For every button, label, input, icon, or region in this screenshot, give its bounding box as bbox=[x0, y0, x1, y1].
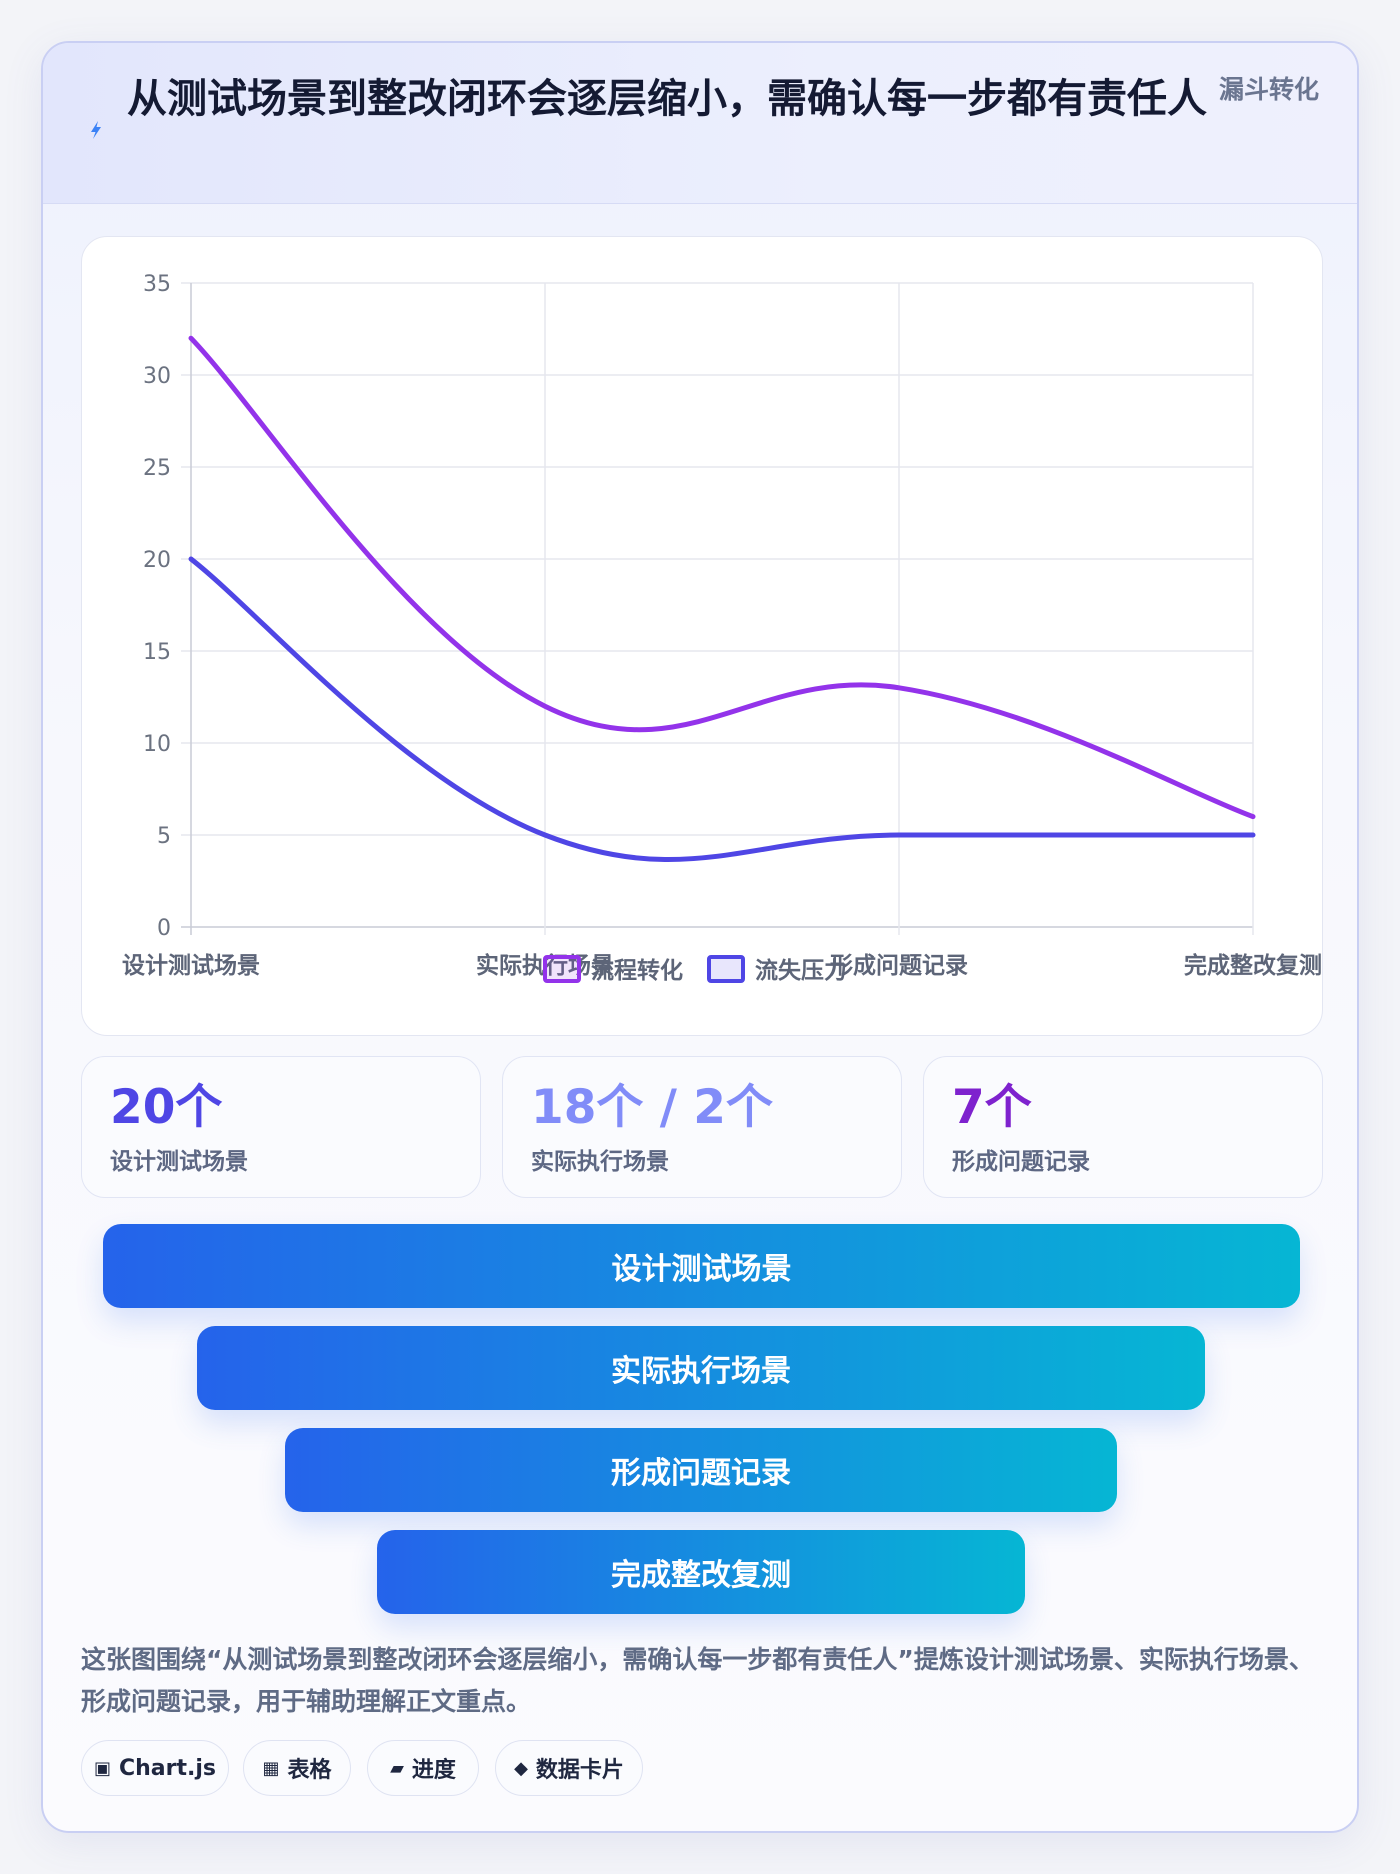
funnel-stage: 实际执行场景 bbox=[197, 1326, 1205, 1410]
funnel-stage: 形成问题记录 bbox=[285, 1428, 1117, 1512]
legend-label: 流失压力 bbox=[755, 957, 847, 984]
chip-data-card[interactable]: ◆ 数据卡片 bbox=[495, 1740, 643, 1796]
chip-table[interactable]: ▦ 表格 bbox=[243, 1740, 351, 1796]
x-tick-label: 完成整改复测 bbox=[1184, 952, 1322, 979]
chart-type-tag: 漏斗转化 bbox=[1219, 75, 1320, 104]
chart-icon: ▣ bbox=[93, 1757, 111, 1779]
progress-icon: ▰ bbox=[390, 1757, 404, 1779]
y-tick-label: 5 bbox=[157, 824, 171, 849]
chip-chartjs[interactable]: ▣ Chart.js bbox=[81, 1740, 229, 1796]
y-tick-label: 30 bbox=[143, 364, 171, 389]
line-chart: 05101520253035设计测试场景实际执行场景形成问题记录完成整改复测流程… bbox=[122, 272, 1322, 984]
y-tick-label: 25 bbox=[143, 456, 171, 481]
legend-swatch bbox=[707, 955, 745, 983]
chip-label: 数据卡片 bbox=[535, 1758, 624, 1783]
series-line bbox=[188, 335, 1256, 820]
funnel-stage: 设计测试场景 bbox=[103, 1224, 1300, 1308]
y-tick-label: 35 bbox=[143, 272, 171, 297]
y-tick-label: 10 bbox=[143, 732, 171, 757]
y-tick-label: 15 bbox=[143, 640, 171, 665]
stat-label: 形成问题记录 bbox=[952, 1149, 1090, 1175]
stat-value: 7个 bbox=[952, 1080, 1032, 1135]
stat-label: 实际执行场景 bbox=[531, 1149, 669, 1175]
funnel-stage: 完成整改复测 bbox=[377, 1530, 1025, 1614]
stat-card: 20个 设计测试场景 bbox=[81, 1056, 481, 1198]
stat-value: 18个 / 2个 bbox=[531, 1080, 773, 1135]
stat-card: 7个 形成问题记录 bbox=[923, 1056, 1323, 1198]
chip-label: 进度 bbox=[411, 1758, 456, 1783]
y-tick-label: 0 bbox=[157, 916, 171, 941]
chart-description: 这张图围绕“从测试场景到整改闭环会逐层缩小，需确认每一步都有责任人”提炼设计测试… bbox=[81, 1645, 1314, 1716]
stat-card: 18个 / 2个 实际执行场景 bbox=[502, 1056, 902, 1198]
stat-value: 20个 bbox=[110, 1080, 223, 1135]
y-tick-label: 20 bbox=[143, 548, 171, 573]
chip-label: 表格 bbox=[287, 1758, 332, 1783]
stat-label: 设计测试场景 bbox=[110, 1149, 248, 1175]
x-tick-label: 形成问题记录 bbox=[830, 953, 968, 979]
series-line bbox=[188, 556, 1256, 862]
page-title: 从测试场景到整改闭环会逐层缩小，需确认每一步都有责任人 bbox=[127, 76, 1207, 122]
lightning-icon bbox=[91, 121, 101, 139]
legend-label: 流程转化 bbox=[591, 957, 683, 984]
chip-progress[interactable]: ▰ 进度 bbox=[367, 1740, 479, 1796]
chart-container: 05101520253035设计测试场景实际执行场景形成问题记录完成整改复测流程… bbox=[81, 236, 1323, 1036]
funnel-card: 从测试场景到整改闭环会逐层缩小，需确认每一步都有责任人 漏斗转化 0 5 10 15 2… bbox=[41, 41, 1359, 1833]
diamond-icon: ◆ bbox=[514, 1757, 528, 1779]
x-tick-label: 设计测试场景 bbox=[122, 953, 260, 979]
chip-label: Chart.js bbox=[119, 1755, 217, 1781]
legend-swatch bbox=[543, 955, 581, 983]
card-header: 从测试场景到整改闭环会逐层缩小，需确认每一步都有责任人 漏斗转化 bbox=[43, 43, 1357, 204]
table-icon: ▦ bbox=[262, 1757, 280, 1779]
